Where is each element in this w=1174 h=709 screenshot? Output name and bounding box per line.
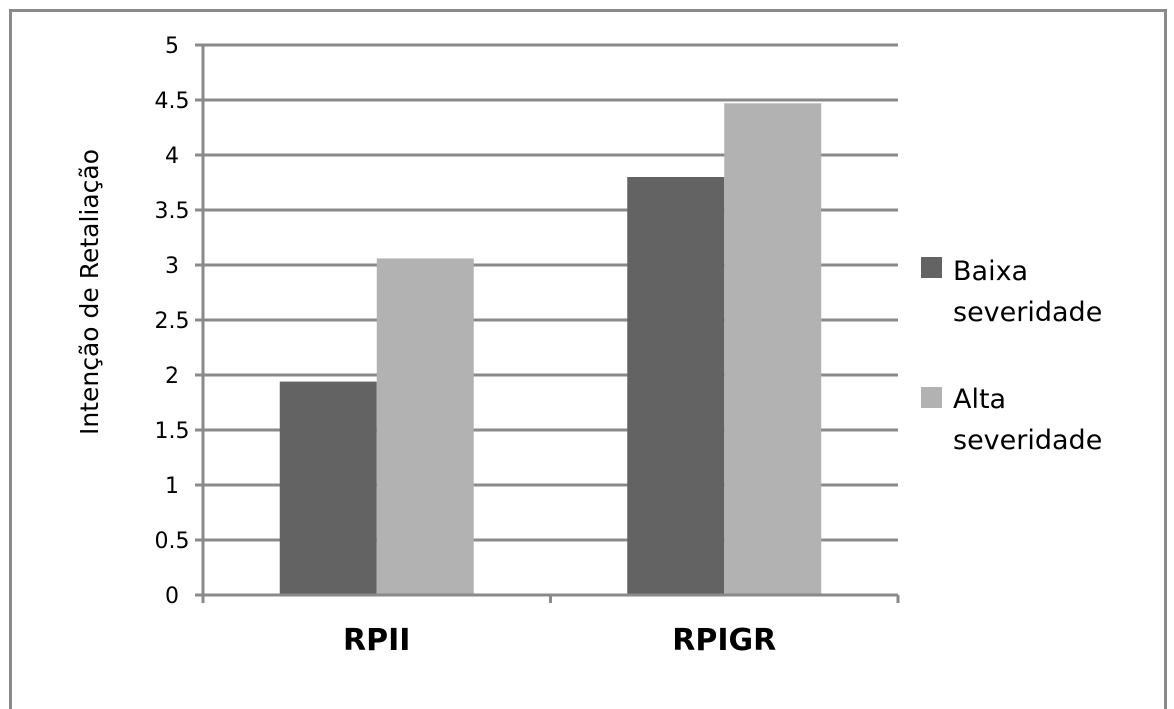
legend-label: Baixa severidade — [953, 256, 1102, 328]
y-axis-title: Intenção de Retaliação — [75, 149, 104, 435]
bars — [279, 103, 822, 596]
category-label: RPII — [343, 623, 410, 658]
y-tick-label: 1 — [165, 474, 179, 499]
y-tick-label: 2.5 — [155, 309, 190, 334]
y-tick-label: 2 — [165, 364, 179, 389]
y-tick-label: 1.5 — [155, 419, 190, 444]
bar-rpii-alta — [376, 258, 474, 595]
legend-swatch — [921, 257, 942, 278]
y-tick-label: 0.5 — [155, 529, 190, 554]
legend-swatch — [921, 387, 942, 408]
y-tick-label: 0 — [165, 584, 179, 609]
y-tick-label: 5 — [165, 34, 179, 59]
y-tick-label: 4 — [165, 144, 179, 169]
bar-rpigr-alta — [724, 103, 822, 596]
category-label: RPIGR — [672, 623, 776, 658]
bar-rpigr-baixa — [627, 177, 725, 595]
category-labels: RPII RPIGR — [343, 623, 776, 658]
y-tick-labels: 0 0.5 1 1.5 2 2.5 3 3.5 4 4.5 5 — [155, 34, 190, 609]
legend-label: Alta severidade — [953, 384, 1102, 456]
y-tick-label: 3.5 — [155, 199, 190, 224]
legend: Baixa severidade Alta severidade — [921, 256, 1102, 456]
y-tick-label: 3 — [165, 254, 179, 279]
y-tick-label: 4.5 — [155, 89, 190, 114]
axes — [195, 45, 900, 603]
bar-rpii-baixa — [279, 381, 377, 595]
